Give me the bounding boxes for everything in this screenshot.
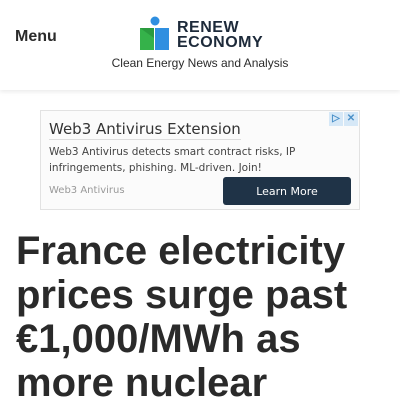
ad-body: Web3 Antivirus detects smart contract ri…	[49, 146, 296, 174]
ad-choices: ▷ ✕	[329, 112, 358, 126]
article-headline: France electricity prices surge past €1,…	[16, 229, 348, 405]
ad-title[interactable]: Web3 Antivirus Extension	[49, 120, 241, 140]
learn-more-button[interactable]: Learn More	[223, 177, 351, 205]
logo-line-2: ECONOMY	[177, 34, 264, 51]
advertisement[interactable]: ▷ ✕ Web3 Antivirus Extension Web3 Antivi…	[40, 110, 360, 210]
adchoices-icon[interactable]: ▷	[329, 112, 343, 126]
site-header: Menu RENEW ECONOMY Clean Energy News and…	[0, 0, 400, 90]
logo-wordmark: RENEW ECONOMY	[177, 19, 264, 51]
site-tagline: Clean Energy News and Analysis	[111, 56, 289, 70]
close-icon[interactable]: ✕	[344, 112, 358, 126]
renew-economy-logo-icon	[140, 16, 169, 50]
ad-source: Web3 Antivirus	[49, 185, 125, 196]
site-logo[interactable]: RENEW ECONOMY	[139, 16, 264, 52]
logo-line-1: RENEW	[177, 19, 240, 36]
menu-button[interactable]: Menu	[15, 28, 57, 45]
